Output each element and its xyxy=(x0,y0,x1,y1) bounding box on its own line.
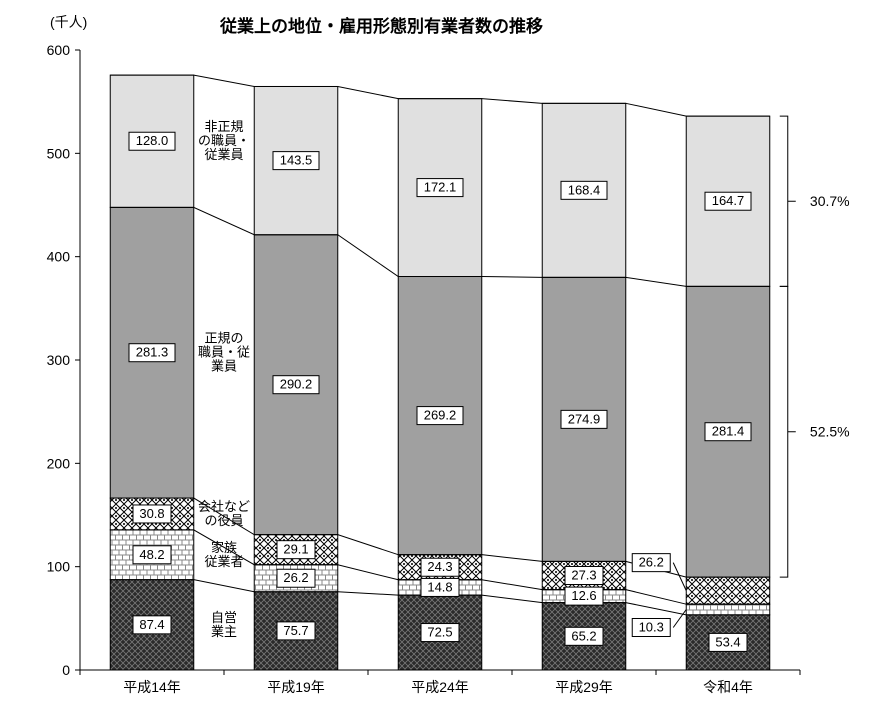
x-tick-label: 平成29年 xyxy=(555,679,613,695)
annotation-seiki-pct: 52.5% xyxy=(810,424,850,440)
svg-text:75.7: 75.7 xyxy=(283,623,308,638)
svg-text:30.8: 30.8 xyxy=(139,506,164,521)
svg-text:家族: 家族 xyxy=(211,540,237,555)
svg-text:300: 300 xyxy=(47,352,71,368)
svg-text:の役員: の役員 xyxy=(204,513,243,528)
y-unit-label: (千人) xyxy=(50,12,87,32)
svg-text:の職員・: の職員・ xyxy=(198,133,250,148)
svg-text:53.4: 53.4 xyxy=(715,634,740,649)
svg-text:29.1: 29.1 xyxy=(283,542,308,557)
svg-text:72.5: 72.5 xyxy=(427,625,452,640)
svg-text:200: 200 xyxy=(47,455,71,471)
svg-text:500: 500 xyxy=(47,145,71,161)
svg-text:600: 600 xyxy=(47,42,71,58)
svg-text:269.2: 269.2 xyxy=(424,408,457,423)
svg-text:自営: 自営 xyxy=(211,610,237,625)
svg-text:従業員: 従業員 xyxy=(204,147,243,162)
series-label-jieigyo: 自営業主 xyxy=(211,610,237,639)
chart-svg: 0 100 200 300 400 500 600 87.4 48.2 30.8 281.3 128.… xyxy=(0,0,884,723)
svg-text:14.8: 14.8 xyxy=(427,579,452,594)
svg-text:400: 400 xyxy=(47,249,71,265)
svg-text:12.6: 12.6 xyxy=(571,588,596,603)
series-label-hiseiki: 非正規の職員・従業員 xyxy=(198,119,250,162)
chart-title: 従業上の地位・雇用形態別有業者数の推移 xyxy=(220,12,543,37)
svg-text:正規の: 正規の xyxy=(204,331,243,346)
svg-text:非正規: 非正規 xyxy=(204,119,243,134)
bar-kazoku xyxy=(686,604,770,615)
svg-text:0: 0 xyxy=(62,662,70,678)
svg-text:10.3: 10.3 xyxy=(639,619,664,634)
x-tick-label: 平成24年 xyxy=(411,679,469,695)
svg-text:100: 100 xyxy=(47,559,71,575)
svg-text:職員・従: 職員・従 xyxy=(198,345,250,360)
svg-text:27.3: 27.3 xyxy=(571,568,596,583)
svg-text:従業者: 従業者 xyxy=(204,554,243,569)
x-tick-label: 平成14年 xyxy=(123,679,181,695)
svg-text:会社など: 会社など xyxy=(198,499,250,514)
svg-text:164.7: 164.7 xyxy=(712,193,745,208)
svg-text:143.5: 143.5 xyxy=(280,153,313,168)
x-tick-label: 平成19年 xyxy=(267,679,325,695)
x-tick-label: 令和4年 xyxy=(703,679,753,695)
svg-text:48.2: 48.2 xyxy=(139,547,164,562)
svg-text:172.1: 172.1 xyxy=(424,180,457,195)
svg-text:26.2: 26.2 xyxy=(639,555,664,570)
svg-text:168.4: 168.4 xyxy=(568,182,601,197)
svg-text:業主: 業主 xyxy=(211,624,237,639)
series-label-yakuin: 会社などの役員 xyxy=(198,499,250,528)
svg-text:274.9: 274.9 xyxy=(568,411,601,426)
svg-text:87.4: 87.4 xyxy=(139,617,164,632)
svg-text:24.3: 24.3 xyxy=(427,559,452,574)
svg-text:128.0: 128.0 xyxy=(136,133,169,148)
svg-text:業員: 業員 xyxy=(211,359,237,374)
svg-text:281.3: 281.3 xyxy=(136,345,169,360)
svg-text:281.4: 281.4 xyxy=(712,424,745,439)
annotation-hiseiki-pct: 30.7% xyxy=(810,193,850,209)
svg-text:26.2: 26.2 xyxy=(283,570,308,585)
svg-text:290.2: 290.2 xyxy=(280,377,313,392)
bar-yakuin xyxy=(686,577,770,604)
svg-text:65.2: 65.2 xyxy=(571,628,596,643)
